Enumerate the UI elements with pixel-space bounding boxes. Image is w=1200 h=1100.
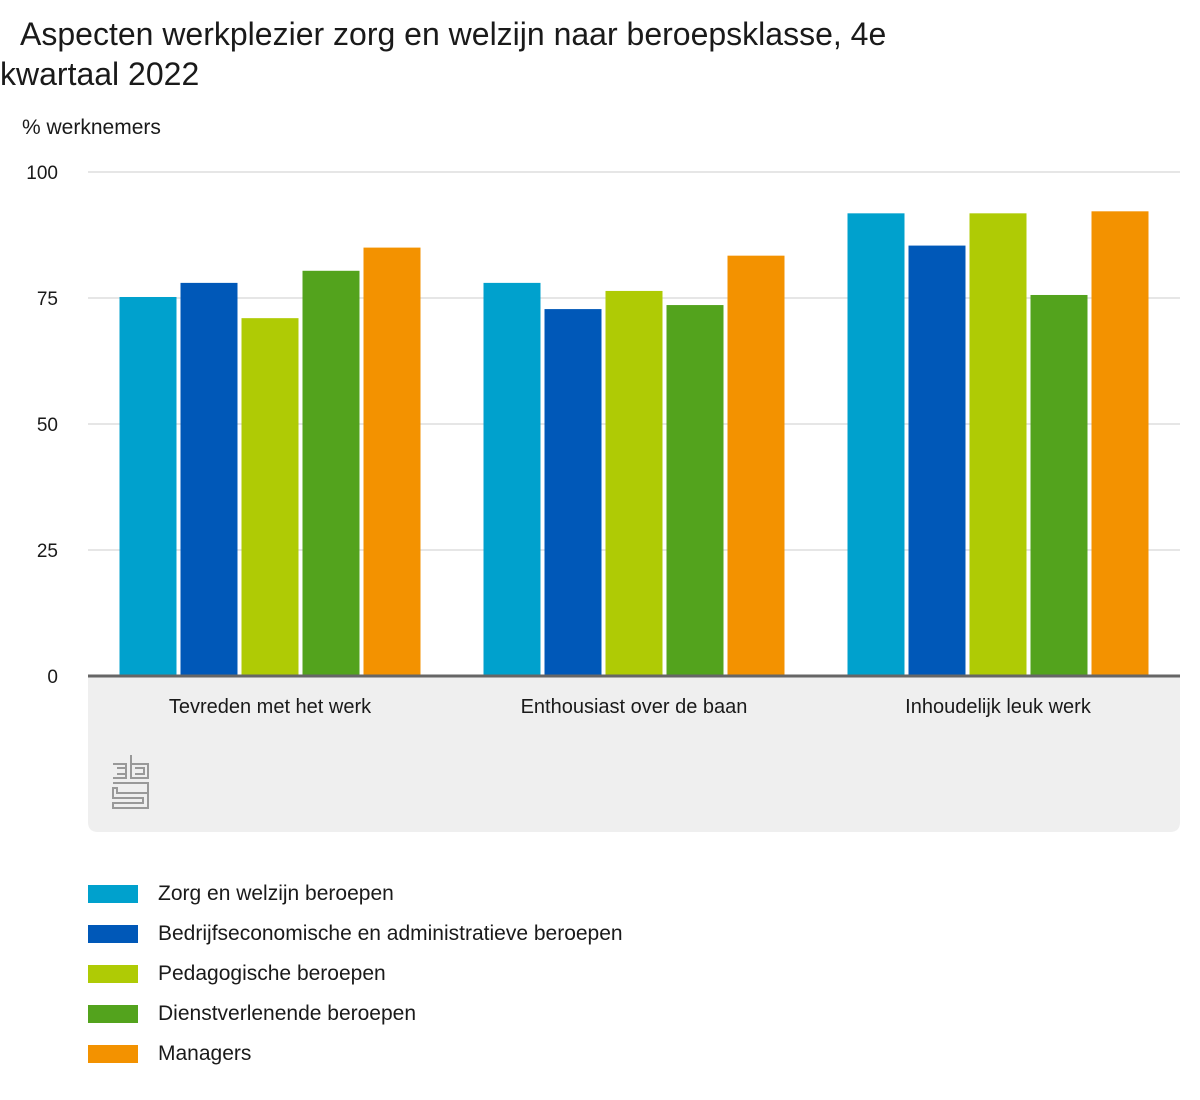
legend-swatch [88, 925, 138, 943]
y-tick-label: 25 [37, 541, 58, 562]
legend-label: Zorg en welzijn beroepen [158, 882, 394, 905]
bar [847, 213, 905, 676]
x-category-label: Inhoudelijk leuk werk [905, 696, 1092, 718]
y-tick-label: 100 [26, 163, 58, 184]
legend-label: Pedagogische beroepen [158, 962, 386, 985]
bar [1091, 211, 1149, 676]
legend: Zorg en welzijn beroepen Bedrijfseconomis… [88, 874, 623, 1074]
legend-item: Dienstverlenende beroepen [88, 994, 623, 1034]
legend-label: Managers [158, 1042, 252, 1065]
legend-swatch [88, 885, 138, 903]
legend-label: Bedrijfseconomische en administratieve b… [158, 922, 623, 945]
chart-title: Aspecten werkplezier zorg en welzijn naa… [0, 16, 887, 92]
category-axis-panel [88, 676, 1180, 832]
legend-swatch [88, 1045, 138, 1063]
bar [363, 247, 421, 676]
legend-label: Dienstverlenende beroepen [158, 1002, 417, 1025]
legend-item: Bedrijfseconomische en administratieve b… [88, 914, 623, 954]
bar [544, 309, 602, 676]
y-tick-label: 0 [47, 667, 58, 688]
bar [241, 318, 299, 676]
bar [969, 213, 1027, 676]
legend-swatch [88, 1005, 138, 1023]
bar-chart: 0 25 50 75 100 Tevreden met het werk Enthousia… [26, 163, 1180, 832]
y-tick-label: 75 [37, 289, 58, 310]
bar [908, 245, 966, 677]
x-category-label: Tevreden met het werk [169, 696, 372, 718]
bar [180, 282, 238, 676]
cbs-logo-icon [112, 755, 149, 809]
bar [666, 305, 724, 676]
y-tick-label: 50 [37, 415, 58, 436]
bar [605, 290, 663, 676]
bar [119, 296, 177, 676]
bar [1030, 294, 1088, 676]
y-axis-label: % werknemers [22, 116, 161, 139]
x-category-label: Enthousiast over de baan [521, 696, 748, 718]
bar [483, 282, 541, 676]
legend-item: Managers [88, 1034, 623, 1074]
bar [727, 255, 785, 676]
bar [302, 270, 360, 676]
legend-swatch [88, 965, 138, 983]
legend-item: Zorg en welzijn beroepen [88, 874, 623, 914]
legend-item: Pedagogische beroepen [88, 954, 623, 994]
